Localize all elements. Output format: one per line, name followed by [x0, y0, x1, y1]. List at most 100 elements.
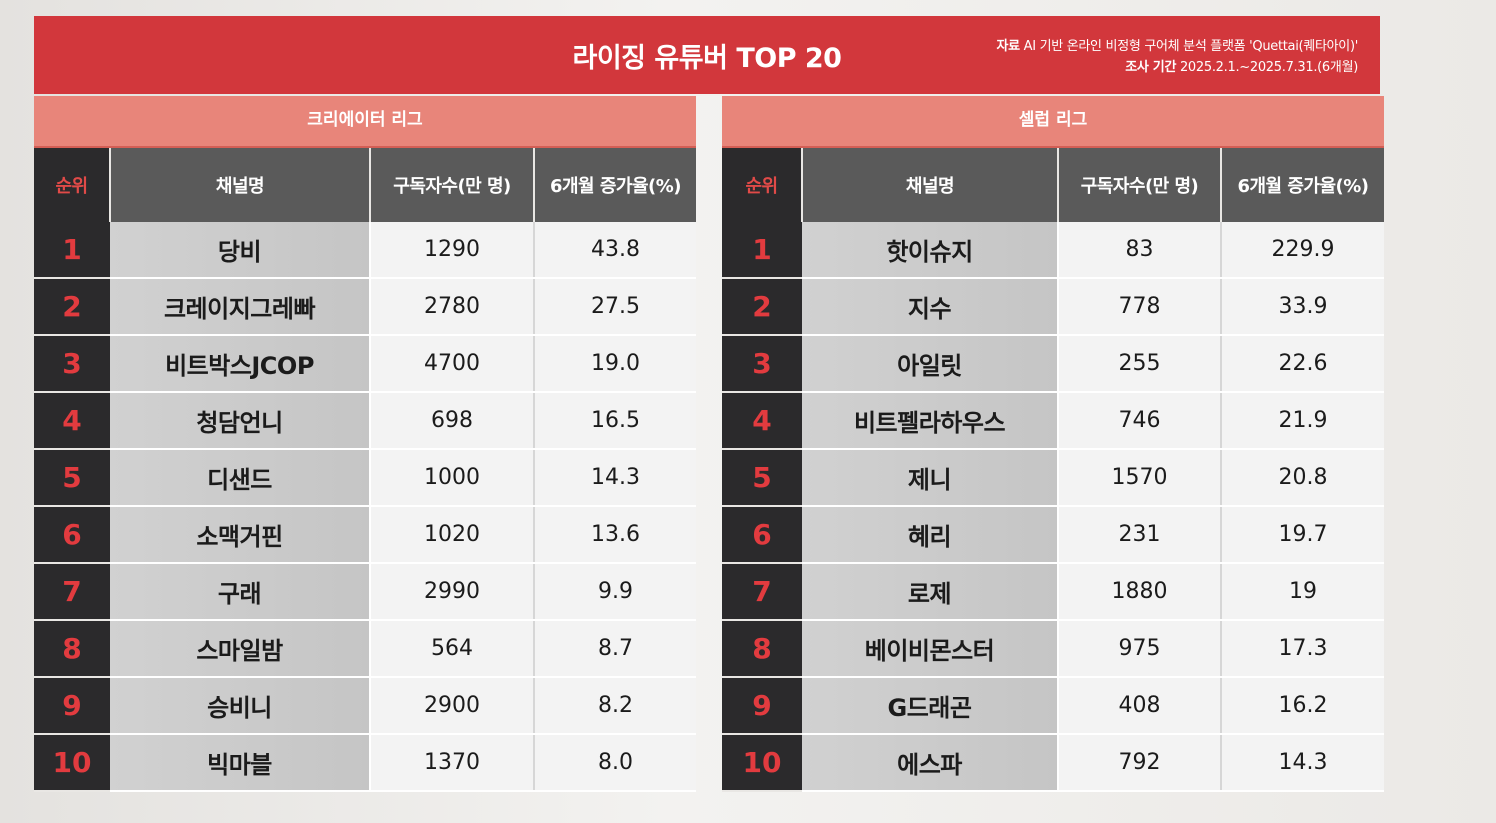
table-row: 7 구래 2990 9.9 — [34, 563, 696, 621]
table-row: 8 베이비몬스터 975 17.3 — [722, 620, 1384, 678]
growth-rate-cell: 8.2 — [534, 677, 696, 735]
channel-name-cell: 로제 — [802, 563, 1059, 621]
growth-rate-cell: 27.5 — [534, 278, 696, 336]
channel-name-cell: 빅마블 — [110, 734, 371, 792]
title-banner: 라이징 유튜버 TOP 20 자료 AI 기반 온라인 비정형 구어체 분석 플… — [34, 16, 1380, 94]
subscribers-cell: 2990 — [370, 563, 535, 621]
subscribers-cell: 564 — [370, 620, 535, 678]
table-row: 7 로제 1880 19 — [722, 563, 1384, 621]
growth-rate-cell: 16.2 — [1221, 677, 1384, 735]
growth-rate-cell: 14.3 — [534, 449, 696, 507]
subscribers-cell: 1570 — [1058, 449, 1222, 507]
channel-name-cell: 청담언니 — [110, 392, 371, 450]
table-row: 9 승비니 2900 8.2 — [34, 677, 696, 735]
period-text: 2025.2.1.~2025.7.31.(6개월) — [1179, 60, 1358, 75]
channel-name-cell: 비트박스JCOP — [110, 335, 371, 393]
growth-rate-cell: 19.0 — [534, 335, 696, 393]
rank-cell: 10 — [722, 734, 802, 792]
growth-rate-cell: 8.7 — [534, 620, 696, 678]
celeb-league: 셀럽 리그 순위 채널명 구독자수(만 명) 6개월 증가율(%) 1 핫이슈지 8… — [722, 96, 1384, 792]
table-row: 2 크레이지그레빠 2780 27.5 — [34, 278, 696, 336]
table-row: 6 소맥거핀 1020 13.6 — [34, 506, 696, 564]
period-label: 조사 기간 — [1125, 60, 1177, 75]
channel-name-cell: 구래 — [110, 563, 371, 621]
channel-name-cell: 승비니 — [110, 677, 371, 735]
rank-cell: 8 — [34, 620, 110, 678]
table-header-row: 순위 채널명 구독자수(만 명) 6개월 증가율(%) — [722, 148, 1384, 222]
growth-rate-cell: 33.9 — [1221, 278, 1384, 336]
rank-cell: 6 — [34, 506, 110, 564]
subscribers-cell: 2780 — [370, 278, 535, 336]
growth-rate-cell: 16.5 — [534, 392, 696, 450]
subscribers-cell: 792 — [1058, 734, 1222, 792]
header-channel: 채널명 — [110, 148, 371, 222]
channel-name-cell: 제니 — [802, 449, 1059, 507]
growth-rate-cell: 14.3 — [1221, 734, 1384, 792]
table-row: 9 G드래곤 408 16.2 — [722, 677, 1384, 735]
rank-cell: 1 — [722, 222, 802, 279]
header-growth: 6개월 증가율(%) — [534, 148, 696, 222]
creator-league-table: 순위 채널명 구독자수(만 명) 6개월 증가율(%) 1 당비 1290 43.8 2… — [34, 148, 696, 792]
table-row: 10 빅마블 1370 8.0 — [34, 734, 696, 792]
rank-cell: 7 — [722, 563, 802, 621]
subscribers-cell: 1880 — [1058, 563, 1222, 621]
channel-name-cell: 소맥거핀 — [110, 506, 371, 564]
subscribers-cell: 231 — [1058, 506, 1222, 564]
rank-cell: 3 — [722, 335, 802, 393]
header-channel: 채널명 — [802, 148, 1059, 222]
rank-cell: 5 — [722, 449, 802, 507]
growth-rate-cell: 43.8 — [534, 222, 696, 279]
subscribers-cell: 408 — [1058, 677, 1222, 735]
rank-cell: 7 — [34, 563, 110, 621]
channel-name-cell: 당비 — [110, 222, 371, 279]
source-label: 자료 — [996, 39, 1020, 54]
growth-rate-cell: 8.0 — [534, 734, 696, 792]
channel-name-cell: 핫이슈지 — [802, 222, 1059, 279]
header-subscribers: 구독자수(만 명) — [370, 148, 535, 222]
subscribers-cell: 746 — [1058, 392, 1222, 450]
channel-name-cell: 아일릿 — [802, 335, 1059, 393]
table-row: 10 에스파 792 14.3 — [722, 734, 1384, 792]
subscribers-cell: 4700 — [370, 335, 535, 393]
table-row: 4 청담언니 698 16.5 — [34, 392, 696, 450]
rank-cell: 8 — [722, 620, 802, 678]
table-header-row: 순위 채널명 구독자수(만 명) 6개월 증가율(%) — [34, 148, 696, 222]
subscribers-cell: 83 — [1058, 222, 1222, 279]
rank-cell: 4 — [722, 392, 802, 450]
channel-name-cell: 혜리 — [802, 506, 1059, 564]
header-growth: 6개월 증가율(%) — [1221, 148, 1384, 222]
rank-cell: 9 — [34, 677, 110, 735]
growth-rate-cell: 19 — [1221, 563, 1384, 621]
table-row: 4 비트펠라하우스 746 21.9 — [722, 392, 1384, 450]
growth-rate-cell: 9.9 — [534, 563, 696, 621]
growth-rate-cell: 17.3 — [1221, 620, 1384, 678]
rank-cell: 1 — [34, 222, 110, 279]
rank-cell: 9 — [722, 677, 802, 735]
growth-rate-cell: 21.9 — [1221, 392, 1384, 450]
table-row: 1 당비 1290 43.8 — [34, 222, 696, 279]
subscribers-cell: 1000 — [370, 449, 535, 507]
rank-cell: 4 — [34, 392, 110, 450]
subscribers-cell: 975 — [1058, 620, 1222, 678]
table-row: 3 비트박스JCOP 4700 19.0 — [34, 335, 696, 393]
subscribers-cell: 778 — [1058, 278, 1222, 336]
channel-name-cell: 지수 — [802, 278, 1059, 336]
channel-name-cell: 베이비몬스터 — [802, 620, 1059, 678]
growth-rate-cell: 22.6 — [1221, 335, 1384, 393]
header-subscribers: 구독자수(만 명) — [1058, 148, 1222, 222]
rank-cell: 3 — [34, 335, 110, 393]
header-rank: 순위 — [722, 148, 803, 222]
celeb-league-title: 셀럽 리그 — [722, 96, 1384, 148]
channel-name-cell: G드래곤 — [802, 677, 1059, 735]
channel-name-cell: 디샌드 — [110, 449, 371, 507]
table-row: 6 혜리 231 19.7 — [722, 506, 1384, 564]
table-row: 3 아일릿 255 22.6 — [722, 335, 1384, 393]
source-note: 자료 AI 기반 온라인 비정형 구어체 분석 플랫폼 'Quettai(퀘타아… — [996, 36, 1358, 78]
celeb-league-table: 순위 채널명 구독자수(만 명) 6개월 증가율(%) 1 핫이슈지 83 229.9… — [722, 148, 1384, 792]
rank-cell: 5 — [34, 449, 110, 507]
table-row: 2 지수 778 33.9 — [722, 278, 1384, 336]
growth-rate-cell: 229.9 — [1221, 222, 1384, 279]
subscribers-cell: 255 — [1058, 335, 1222, 393]
subscribers-cell: 1290 — [370, 222, 535, 279]
